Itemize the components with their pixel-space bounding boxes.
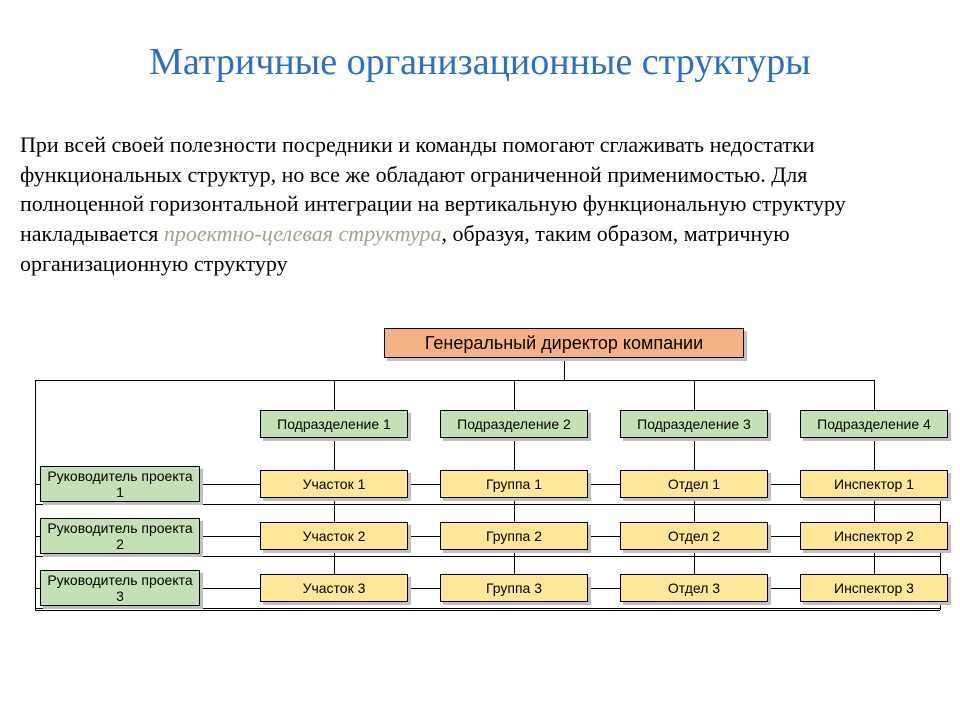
- division-node: Подразделение 1: [260, 410, 408, 438]
- matrix-cell: Отдел 3: [620, 574, 768, 602]
- division-node: Подразделение 2: [440, 410, 588, 438]
- matrix-cell: Инспектор 1: [800, 470, 948, 498]
- matrix-cell: Отдел 2: [620, 522, 768, 550]
- director-node: Генеральный директор компании: [384, 328, 744, 358]
- connector-line: [564, 358, 565, 380]
- project-manager-node: Руководитель проекта 1: [40, 466, 200, 502]
- slide-title: Матричные организационные структуры: [60, 40, 900, 84]
- org-chart-diagram: Генеральный директор компании Подразделен…: [0, 320, 960, 680]
- connector-line: [35, 610, 940, 611]
- project-manager-node: Руководитель проекта 2: [40, 518, 200, 554]
- matrix-cell: Участок 1: [260, 470, 408, 498]
- matrix-cell: Отдел 1: [620, 470, 768, 498]
- division-node: Подразделение 3: [620, 410, 768, 438]
- matrix-cell: Группа 2: [440, 522, 588, 550]
- matrix-cell: Группа 1: [440, 470, 588, 498]
- slide: Матричные организационные структуры При …: [0, 0, 960, 720]
- slide-paragraph: При всей своей полезности посредники и к…: [20, 130, 920, 278]
- division-node: Подразделение 4: [800, 410, 948, 438]
- matrix-cell: Инспектор 3: [800, 574, 948, 602]
- connector-line: [35, 380, 874, 381]
- project-manager-node: Руководитель проекта 3: [40, 570, 200, 606]
- matrix-cell: Участок 2: [260, 522, 408, 550]
- matrix-cell: Группа 3: [440, 574, 588, 602]
- connector-line: [35, 484, 36, 610]
- matrix-cell: Инспектор 2: [800, 522, 948, 550]
- para-highlight: проектно-целевая структура: [164, 221, 442, 246]
- matrix-cell: Участок 3: [260, 574, 408, 602]
